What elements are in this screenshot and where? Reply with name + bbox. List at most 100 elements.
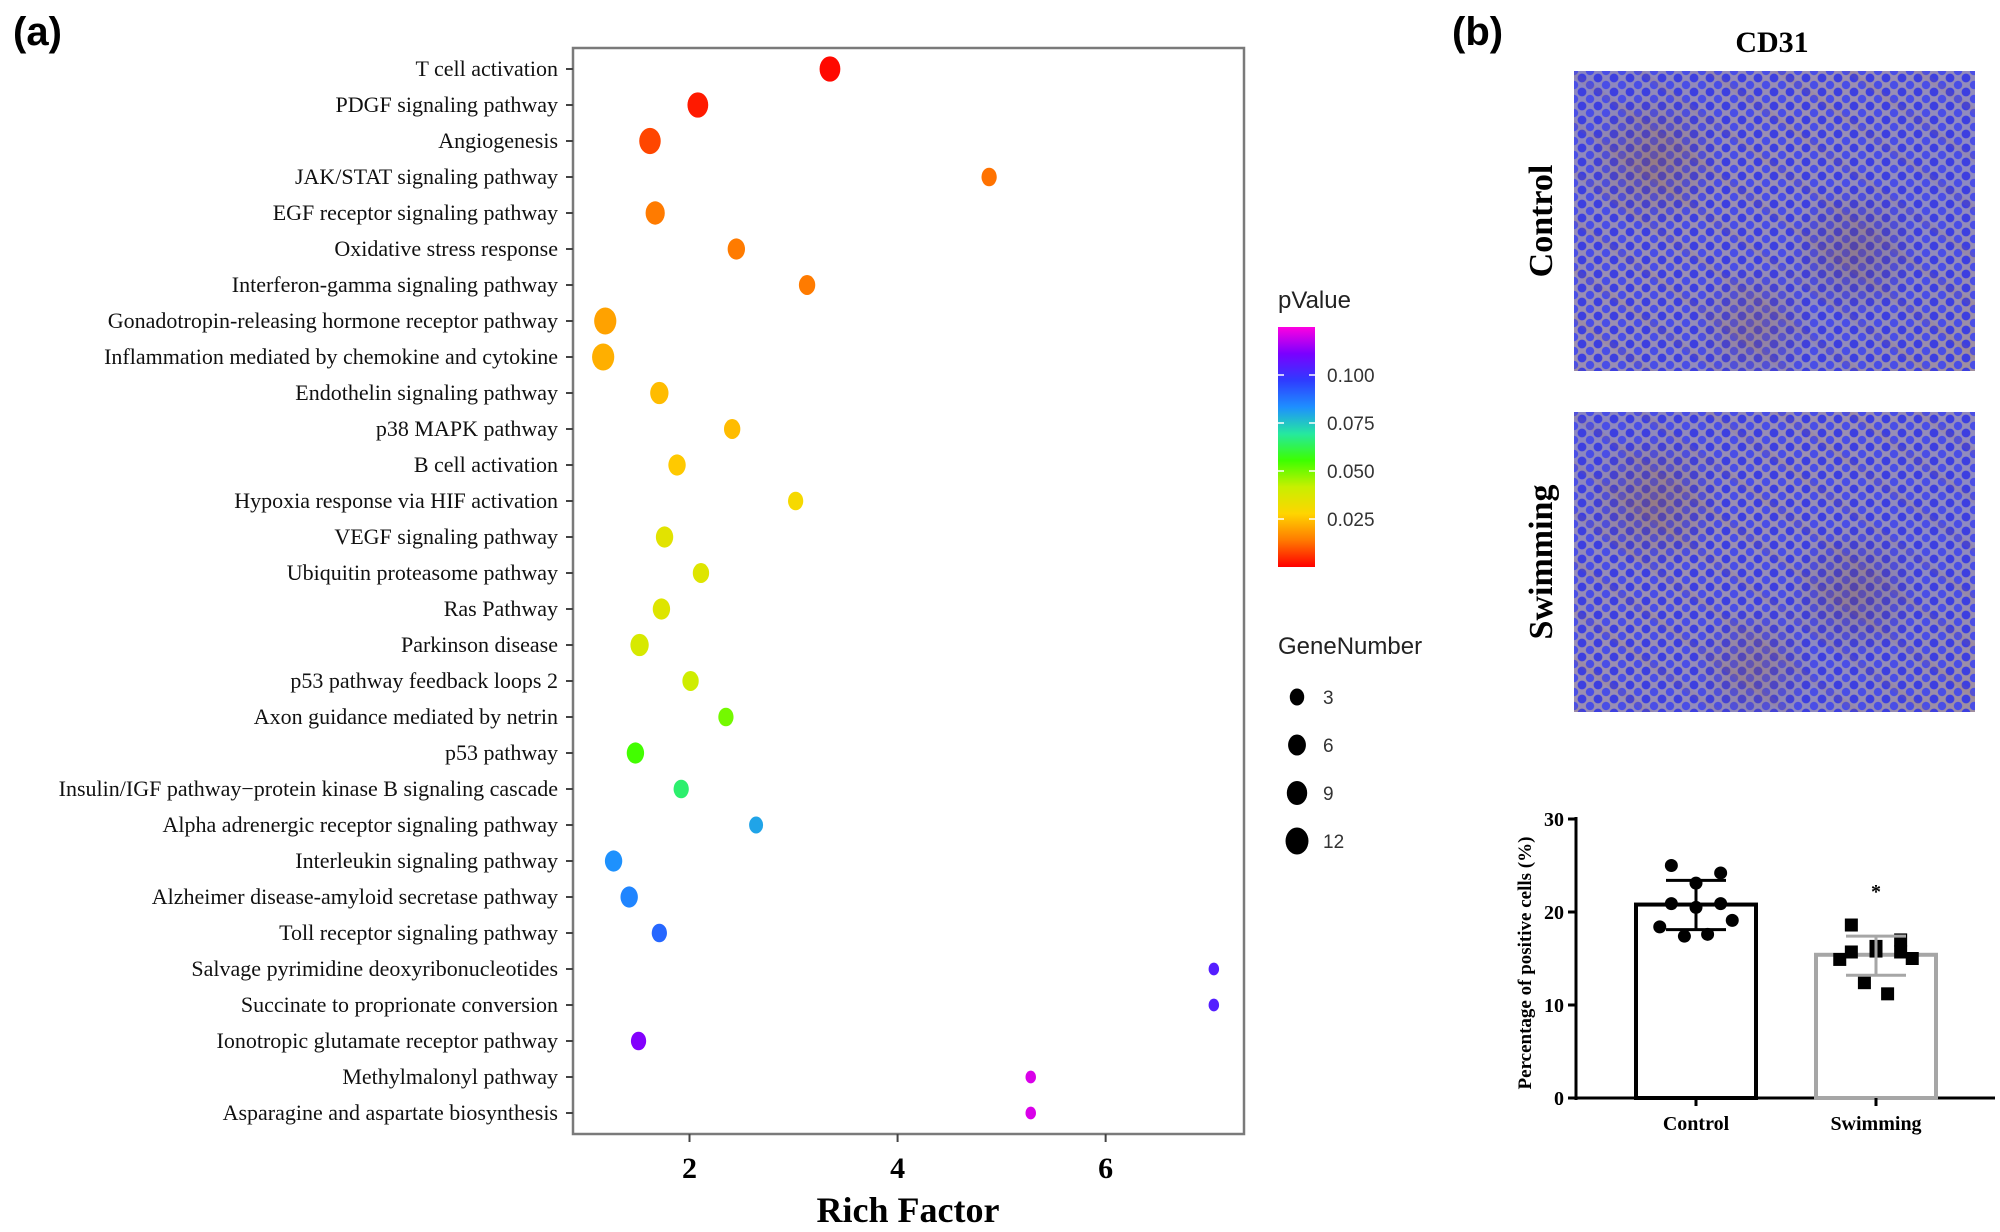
bubble-point	[1208, 998, 1220, 1012]
y-tick-label: Gonadotropin-releasing hormone receptor …	[108, 308, 558, 333]
bubble-point	[1025, 1106, 1036, 1120]
x-tick-label: 4	[890, 1152, 905, 1185]
size-legend-dot	[1289, 688, 1305, 706]
y-tick-label: p53 pathway feedback loops 2	[290, 668, 558, 693]
micrograph-row-label-control: Control	[1523, 165, 1560, 278]
bar-y-tick-label: 20	[1544, 902, 1564, 924]
bubble-point	[592, 343, 615, 371]
y-tick-label: p53 pathway	[445, 740, 558, 765]
color-bar-tick-label: 0.025	[1327, 510, 1375, 531]
bubble-point	[673, 779, 689, 799]
data-point	[1905, 952, 1919, 965]
bubble-point	[819, 56, 841, 82]
data-point	[1844, 945, 1858, 959]
y-tick-label: Axon guidance mediated by netrin	[254, 704, 558, 729]
y-tick-label: Endothelin signaling pathway	[295, 380, 558, 405]
bubble-point	[981, 167, 997, 187]
size-legend-label: 12	[1323, 832, 1344, 853]
size-legend-title: GeneNumber	[1278, 633, 1422, 660]
plot-frame	[571, 46, 1246, 1136]
size-legend-label: 6	[1323, 736, 1334, 757]
bubble-point	[620, 886, 638, 908]
bubble-point	[594, 307, 617, 335]
color-bar-tick-label: 0.100	[1327, 366, 1375, 387]
x-tick-label: 6	[1098, 1152, 1113, 1185]
bubble-point	[682, 671, 699, 691]
bubble-chart: T cell activation PDGF signaling pathway A…	[59, 46, 1422, 1230]
y-tick-label: PDGF signaling pathway	[336, 92, 558, 117]
y-tick-label: Alzheimer disease-amyloid secretase path…	[152, 884, 558, 909]
bubble-point	[604, 850, 623, 872]
y-tick-label: T cell activation	[415, 56, 558, 81]
significance-marker: *	[1871, 881, 1881, 903]
bar-y-tick-label: 30	[1544, 809, 1564, 831]
bubble-point	[630, 1031, 647, 1051]
y-tick-label: Alpha adrenergic receptor signaling path…	[163, 812, 558, 837]
y-tick-label: Salvage pyrimidine deoxyribonucleotides	[191, 956, 558, 981]
bubble-point	[1208, 962, 1220, 976]
data-point	[1689, 876, 1703, 890]
bubble-point	[652, 598, 671, 620]
data-point	[1881, 987, 1895, 1001]
y-tick-label: VEGF signaling pathway	[334, 524, 558, 549]
y-tick-label: Ras Pathway	[444, 596, 558, 621]
bar	[1634, 902, 1758, 1100]
bubble-point	[655, 526, 674, 548]
color-bar-tick-label: 0.050	[1327, 462, 1375, 483]
bubble-point	[723, 419, 741, 439]
data-point	[1664, 897, 1678, 911]
y-tick-label: Ionotropic glutamate receptor pathway	[217, 1028, 558, 1053]
y-tick-label: Inflammation mediated by chemokine and c…	[104, 344, 558, 369]
data-point	[1869, 939, 1883, 953]
bubble-point	[651, 923, 667, 943]
data-point	[1664, 859, 1678, 872]
bubble-point	[788, 491, 804, 511]
micrograph-title: CD31	[1735, 26, 1808, 59]
bubble-point	[650, 381, 669, 405]
data-point	[1833, 952, 1847, 966]
y-tick-label: B cell activation	[414, 452, 558, 477]
color-bar	[1278, 327, 1315, 567]
data-point	[1857, 976, 1871, 990]
color-legend-title: pValue	[1278, 287, 1351, 314]
y-tick-label: Succinate to proprionate conversion	[241, 992, 558, 1017]
y-tick-label: Asparagine and aspartate biosynthesis	[223, 1100, 558, 1125]
bar-x-tick-label: Control	[1663, 1113, 1730, 1135]
bar-y-tick-label: 0	[1554, 1088, 1564, 1110]
y-tick-label: Oxidative stress response	[334, 236, 558, 261]
bubble-point	[692, 563, 710, 583]
bubble-point	[639, 127, 661, 155]
bubble-point	[798, 275, 816, 295]
bubble-point	[668, 454, 686, 476]
data-point	[1894, 945, 1908, 959]
data-point	[1894, 933, 1908, 947]
y-tick-label: Hypoxia response via HIF activation	[234, 488, 558, 513]
bubble-point	[727, 238, 746, 260]
size-legend-dot	[1285, 827, 1309, 855]
size-legend-dot	[1286, 781, 1308, 805]
panel-a-label: (a)	[13, 10, 62, 54]
y-tick-label: Interleukin signaling pathway	[295, 848, 558, 873]
y-tick-label: Toll receptor signaling pathway	[279, 920, 558, 945]
micrograph-control	[1574, 71, 1975, 371]
bar-y-tick-label: 10	[1544, 995, 1564, 1017]
panel-b-label: (b)	[1452, 10, 1504, 54]
bubble-point	[749, 816, 764, 834]
size-legend-dot	[1288, 734, 1306, 756]
data-point	[1701, 927, 1715, 941]
y-tick-label: Ubiquitin proteasome pathway	[287, 560, 558, 585]
y-tick-label: EGF receptor signaling pathway	[273, 200, 558, 225]
data-point	[1725, 913, 1739, 927]
data-point	[1653, 920, 1667, 934]
y-tick-label: Angiogenesis	[438, 128, 558, 153]
size-legend-label: 9	[1323, 784, 1334, 805]
y-tick-label: JAK/STAT signaling pathway	[295, 164, 558, 189]
data-point	[1844, 918, 1858, 932]
data-point	[1689, 900, 1703, 914]
y-tick-label: Methylmalonyl pathway	[342, 1064, 558, 1089]
color-bar-tick-label: 0.075	[1327, 414, 1375, 435]
data-point	[1714, 866, 1728, 880]
bubble-point	[718, 707, 734, 727]
size-legend-label: 3	[1323, 688, 1334, 709]
y-tick-label: p38 MAPK pathway	[376, 416, 558, 441]
